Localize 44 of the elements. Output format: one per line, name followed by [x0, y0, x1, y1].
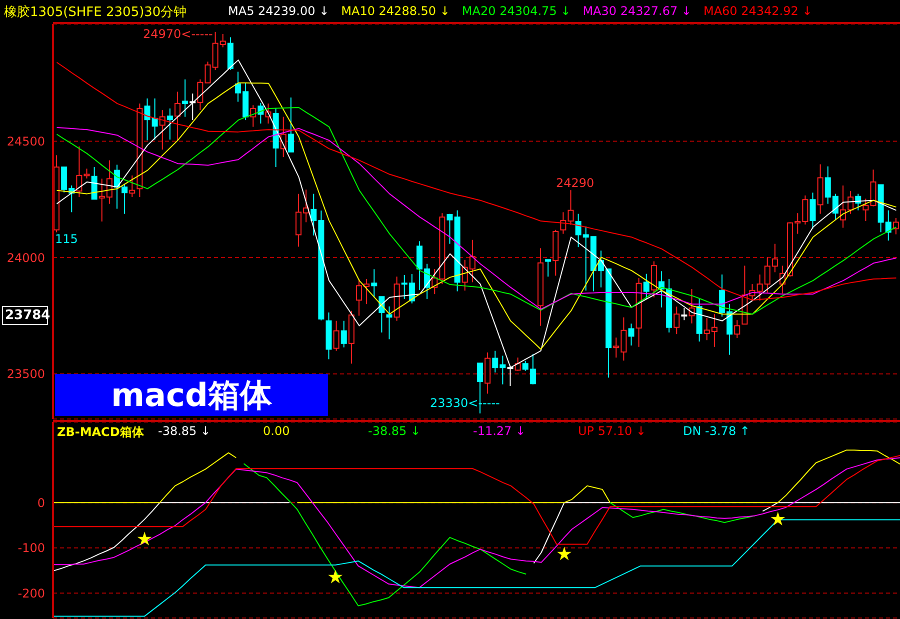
candlestick	[371, 268, 378, 298]
candlestick	[250, 104, 256, 128]
candlestick	[394, 276, 400, 322]
text: MA5 24239.00 ↓	[228, 4, 330, 18]
y-tick-label: -100	[18, 541, 45, 556]
text: MA60 24342.92 ↓	[703, 4, 812, 18]
text: MA20 24304.75 ↓	[462, 4, 571, 18]
text: -11.27 ↓	[473, 424, 527, 438]
candlestick	[326, 312, 332, 360]
line-series	[52, 457, 900, 588]
chart-title: ZB-MACD箱体	[57, 424, 144, 441]
candlestick	[136, 103, 143, 198]
candlestick	[182, 78, 188, 118]
y-tick-label: 24500	[6, 134, 45, 149]
candlestick	[84, 168, 90, 179]
y-tick-label: 0	[37, 496, 45, 510]
candlestick	[538, 248, 544, 326]
text: MA30 24327.67 ↓	[582, 4, 692, 18]
annotation: 24970<-----	[143, 27, 213, 41]
point	[557, 546, 572, 560]
y-tick-label: 23500	[6, 367, 45, 382]
text: 0.00	[263, 424, 291, 438]
text: -38.85 ↓	[158, 424, 212, 438]
text: -38.85 ↓	[368, 424, 422, 438]
candlestick	[166, 108, 173, 140]
annotation: 24290	[556, 176, 594, 190]
chart-title: 橡胶1305(SHFE 2305)30分钟	[4, 4, 187, 21]
text: MA10 24288.50 ↓	[341, 4, 450, 18]
y-tick-label: -200	[18, 586, 45, 600]
annotation: 115	[55, 232, 78, 246]
point	[770, 512, 786, 526]
text: UP 57.10 ↓	[578, 424, 648, 438]
label-banner: macd箱体	[55, 374, 328, 416]
text: DN -3.78 ↑	[683, 424, 751, 438]
point	[328, 570, 343, 584]
line-series	[52, 454, 900, 545]
line-series	[56, 62, 897, 301]
candlestick	[628, 323, 634, 346]
point	[137, 532, 152, 546]
y-tick-label: 24000	[6, 250, 45, 265]
candlestick	[636, 278, 642, 348]
candlestick	[174, 91, 180, 141]
candlestick	[817, 164, 824, 214]
candlestick	[484, 352, 491, 394]
